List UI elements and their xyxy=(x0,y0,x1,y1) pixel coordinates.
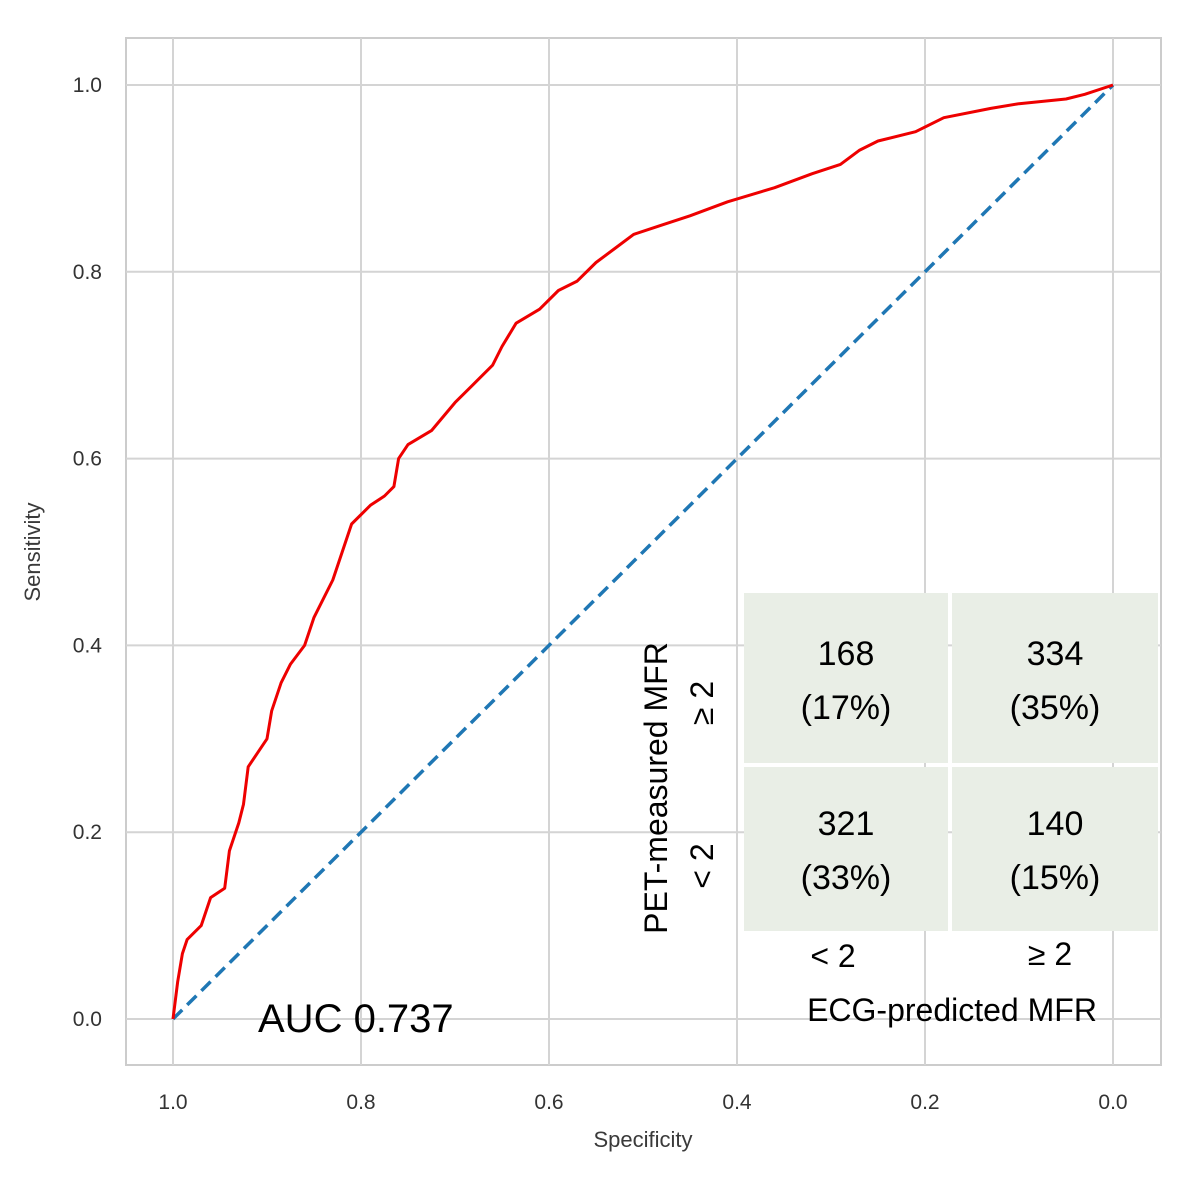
x-tick-labels: 1.0 0.8 0.6 0.4 0.2 0.0 xyxy=(158,1091,1127,1114)
y-tick-label-1: 0.2 xyxy=(73,821,102,844)
cm-count-r1c0: 321 xyxy=(818,805,875,843)
y-tick-label-3: 0.6 xyxy=(73,448,102,471)
cm-percent-r1c0: (33%) xyxy=(801,859,892,897)
y-axis-label: Sensitivity xyxy=(20,502,45,601)
plot-area-frame xyxy=(125,37,1162,1066)
cm-column-label: ECG-predicted MFR xyxy=(807,992,1097,1028)
cm-cell-r1c1 xyxy=(952,767,1158,931)
cm-cell-r0c0 xyxy=(744,593,948,763)
x-tick-label-3: 0.4 xyxy=(722,1091,752,1114)
cm-percent-r0c0: (17%) xyxy=(801,689,892,727)
cm-count-r0c0: 168 xyxy=(818,635,875,673)
x-tick-label-0: 1.0 xyxy=(158,1091,187,1114)
cm-cell-r0c1 xyxy=(952,593,1158,763)
roc-curve-line xyxy=(171,83,1114,1020)
x-tick-label-1: 0.8 xyxy=(346,1091,375,1114)
y-tick-labels: 0.0 0.2 0.4 0.6 0.8 1.0 xyxy=(73,74,103,1031)
cm-count-r1c1: 140 xyxy=(1027,805,1084,843)
cm-col-category-0: < 2 xyxy=(810,938,855,974)
y-tick-label-5: 1.0 xyxy=(73,74,102,97)
cm-cell-r1c0 xyxy=(744,767,948,931)
cm-percent-r0c1: (35%) xyxy=(1010,689,1101,727)
series-layer xyxy=(171,83,1115,1021)
cm-row-category-0: ≥ 2 xyxy=(684,681,720,725)
reference-diagonal-line xyxy=(171,83,1115,1021)
confusion-matrix: 168 (17%) 334 (35%) 321 (33%) 140 (15%) … xyxy=(638,593,1158,1028)
y-tick-label-2: 0.4 xyxy=(73,634,103,657)
cm-col-category-1: ≥ 2 xyxy=(1028,936,1072,972)
cm-row-category-1: < 2 xyxy=(684,843,720,888)
x-tick-label-2: 0.6 xyxy=(534,1091,563,1114)
y-tick-label-0: 0.0 xyxy=(73,1008,102,1031)
cm-count-r0c1: 334 xyxy=(1027,635,1084,673)
x-axis-label: Specificity xyxy=(593,1127,692,1152)
y-tick-label-4: 0.8 xyxy=(73,261,102,284)
cm-percent-r1c1: (15%) xyxy=(1010,859,1101,897)
x-tick-label-5: 0.0 xyxy=(1098,1091,1127,1114)
auc-annotation: AUC 0.737 xyxy=(258,997,454,1041)
x-tick-label-4: 0.2 xyxy=(910,1091,939,1114)
cm-row-label: PET-measured MFR xyxy=(638,642,674,934)
